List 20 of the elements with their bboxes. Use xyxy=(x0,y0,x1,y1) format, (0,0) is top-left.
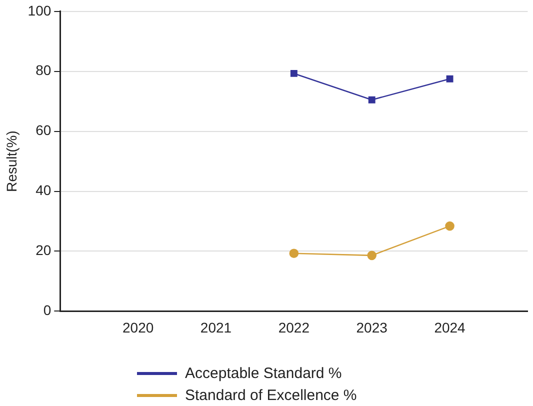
x-tick-label: 2024 xyxy=(434,319,466,336)
legend-label: Standard of Excellence % xyxy=(185,386,357,404)
x-tick-label: 2023 xyxy=(356,319,388,336)
point xyxy=(290,70,298,77)
point xyxy=(367,250,377,260)
y-tick-label: 0 xyxy=(43,302,52,318)
y-tick-label: 40 xyxy=(36,182,52,198)
x-tick-label: 2022 xyxy=(278,319,310,336)
y-tick-label: 100 xyxy=(28,2,52,18)
legend-label: Acceptable Standard % xyxy=(185,364,342,382)
y-tick-label: 60 xyxy=(36,122,52,138)
point xyxy=(289,248,299,258)
point xyxy=(446,75,454,82)
y-tick-label: 80 xyxy=(36,62,52,78)
point xyxy=(368,96,376,104)
x-tick-label: 2020 xyxy=(122,319,154,336)
x-tick-label: 2021 xyxy=(200,319,232,336)
point xyxy=(445,221,454,231)
y-tick-label: 20 xyxy=(36,242,52,258)
y-axis-title: Result(%) xyxy=(3,130,20,192)
